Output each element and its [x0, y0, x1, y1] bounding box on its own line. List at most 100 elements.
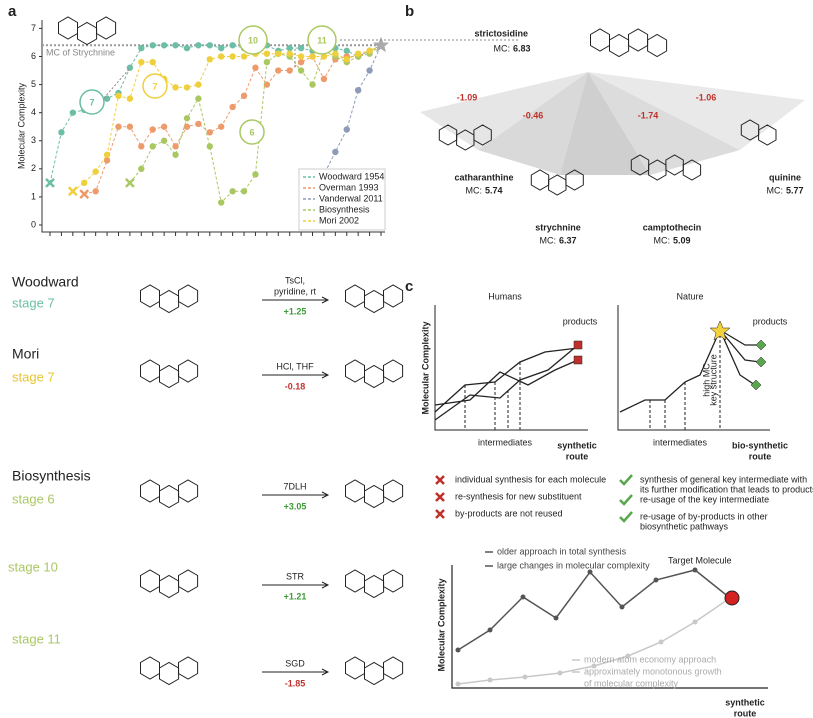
point: [160, 123, 168, 130]
intermediate-line: [649, 335, 721, 430]
molecule-ring: [383, 569, 404, 593]
start-marker: [125, 177, 135, 188]
panel-label: c: [405, 278, 413, 295]
key-intermediate: [709, 320, 731, 341]
y-tick-label: 1: [31, 191, 36, 201]
panel-c: Humans Nature products Molecular Complex…: [420, 291, 813, 718]
route-point: [625, 653, 631, 659]
point: [332, 50, 339, 57]
product: [573, 355, 583, 365]
annotation: 7: [89, 97, 94, 107]
route-line: [619, 329, 761, 413]
mc-delta: -1.06: [696, 92, 717, 102]
route-point: [520, 594, 526, 600]
point: [240, 92, 248, 100]
scheme-title: Nature: [676, 291, 703, 301]
point: [297, 44, 305, 52]
start-marker: [45, 177, 55, 188]
point: [149, 143, 156, 150]
y-axis-label: Molecular Complexity: [420, 321, 430, 414]
fan: [588, 72, 805, 150]
y-tick-label: 2: [31, 163, 36, 173]
legend-label: Vanderwal 2011: [319, 193, 383, 203]
point: [183, 44, 191, 52]
point: [343, 126, 350, 133]
route-point: [455, 681, 461, 687]
molecule-ring: [682, 159, 702, 181]
stage-label: stage 11: [12, 631, 61, 646]
reactions: Woodward stage 7 Mori stage 7 Biosynthes…: [8, 274, 404, 688]
point: [206, 143, 213, 150]
mc-delta: +1.25: [284, 306, 307, 316]
legend-label: Biosynthesis: [319, 204, 370, 214]
y-axis-label: Molecular Complexity: [16, 82, 26, 169]
stage-label: stage 10: [8, 559, 58, 574]
reference-label: MC of Strychnine: [46, 48, 115, 58]
point: [366, 67, 373, 74]
annotation: 11: [317, 35, 327, 45]
molecule-ring: [628, 28, 649, 52]
point: [126, 123, 134, 130]
point: [252, 64, 259, 71]
point: [263, 58, 271, 66]
point: [240, 188, 248, 195]
y-axis-label: Molecular Complexity: [436, 578, 446, 671]
point: [138, 143, 145, 150]
mc-label: MC:: [654, 235, 671, 245]
point: [92, 188, 99, 195]
point: [229, 103, 236, 111]
point: [160, 42, 168, 49]
x-axis-label: route: [749, 451, 772, 461]
reagent: pyridine, rt: [274, 286, 317, 296]
molecule-ring: [178, 569, 199, 593]
mc-label: MC:: [466, 185, 483, 195]
molecule-ring: [345, 656, 365, 680]
mc-label: MC:: [540, 235, 557, 245]
bullet-text: by-products are not reused: [455, 508, 563, 518]
point: [172, 143, 179, 150]
check-icon: [619, 474, 633, 486]
route-point: [653, 577, 659, 583]
annotation: 10: [248, 35, 258, 45]
y-tick-label: 0: [31, 219, 36, 229]
panel-label: a: [8, 3, 17, 20]
check-icon: [619, 494, 633, 506]
molecule-ring: [77, 21, 98, 46]
point: [320, 53, 328, 60]
molecule-ring: [345, 284, 365, 308]
point: [366, 47, 373, 55]
point: [69, 109, 77, 116]
molecule-ring: [383, 479, 404, 503]
bullet-text: its further modification that leads to p…: [640, 484, 813, 494]
molecule-ring: [364, 289, 385, 314]
point: [332, 148, 339, 156]
point: [309, 81, 316, 88]
legend-line: [485, 551, 493, 567]
mc-label: MC:: [494, 43, 511, 53]
molecule-ring: [364, 661, 385, 686]
group-title: Mori: [12, 346, 39, 362]
panel-b: strictosidine MC: 6.83 -1.09 -0.46 -1.74…: [420, 28, 805, 245]
compound-name: camptothecin: [643, 222, 702, 232]
point: [263, 81, 271, 88]
mc-value: 6.37: [559, 235, 577, 245]
y-tick-label: 5: [31, 79, 36, 89]
mc-value: 5.74: [485, 185, 503, 195]
reagent: SGD: [285, 658, 305, 668]
cross-icon: [435, 492, 445, 502]
route-point: [591, 663, 597, 669]
reagent: STR: [286, 571, 305, 581]
annotation: 6: [249, 127, 254, 137]
point: [149, 58, 156, 66]
point: [343, 56, 350, 63]
mc-delta: -1.74: [638, 110, 659, 120]
legend-line: [572, 659, 580, 673]
point: [58, 129, 65, 136]
point: [218, 53, 225, 60]
route-line: [434, 344, 579, 421]
axes: [617, 305, 770, 431]
molecule-ring: [758, 124, 777, 146]
point: [275, 50, 282, 57]
reagent: HCl, THF: [276, 361, 314, 371]
